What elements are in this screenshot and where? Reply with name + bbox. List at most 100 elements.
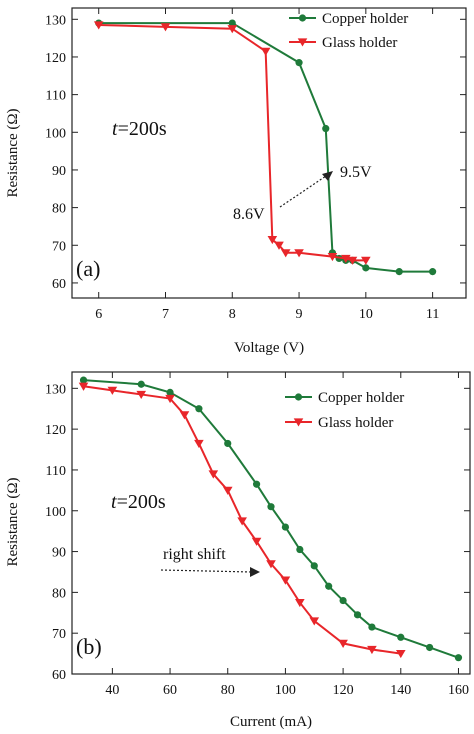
panel-a-series-copper-point — [362, 264, 370, 272]
panel-b-series-copper-point — [310, 562, 318, 570]
panel-a-label: (a) — [76, 256, 100, 281]
panel-a-label-9-5v: 9.5V — [340, 164, 372, 181]
panel-b-series-glass-point — [367, 645, 377, 655]
panel-b-series-copper-point — [339, 596, 347, 605]
panel-a-series-copper-point — [429, 268, 437, 276]
panel-a-plot-frame — [71, 7, 467, 299]
panel-b-series-glass-point — [165, 394, 175, 404]
panel-b-series-glass-point — [251, 537, 262, 546]
panel-b-x-tick-label: 80 — [221, 683, 235, 698]
panel-a-series-copper-point — [322, 124, 330, 133]
panel-b-legend-copper-label: Copper holder — [318, 390, 404, 406]
panel-a-legend-glass-marker — [297, 38, 308, 47]
panel-a-series-copper-point — [228, 19, 236, 27]
panel-a-x-tick-label: 11 — [426, 307, 439, 322]
panel-b-x-tick-label: 60 — [163, 683, 177, 698]
panel-b-label: (b) — [76, 634, 102, 659]
panel-a-series-glass-point — [347, 256, 358, 265]
panel-b-series-copper-point — [252, 480, 261, 488]
panel-b-series-glass-point — [266, 560, 276, 569]
panel-b-series-glass-point — [237, 517, 247, 526]
panel-b-series-copper-point — [79, 376, 88, 384]
panel-b-legend-glass-marker — [293, 418, 304, 427]
panel-b-time-rest: =200s — [117, 491, 166, 513]
panel-b-time-italic: t — [111, 491, 117, 513]
panel-b-y-tick-label: 80 — [52, 586, 66, 601]
panel-b-legend: Copper holder Glass holder — [285, 390, 404, 431]
panel-a-y-tick-label: 90 — [52, 164, 66, 179]
panel-b-y-tick-label: 110 — [46, 464, 66, 479]
panel-a-series-glass-point — [227, 25, 238, 34]
panel-b-series-glass-point — [280, 576, 291, 585]
panel-b-legend-copper-marker — [294, 393, 303, 401]
panel-a-x-tick-label: 6 — [95, 307, 102, 322]
panel-a-y-tick-label: 130 — [45, 13, 66, 28]
panel-b-series-copper-point — [224, 439, 232, 448]
panel-a-x-axis-label: Voltage (V) — [234, 340, 304, 356]
panel-b-series-copper-point — [368, 623, 376, 631]
panel-b-series — [78, 376, 463, 662]
panel-a-series-glass-point — [267, 236, 278, 245]
panel-b-series-glass-point — [136, 390, 147, 400]
panel-b-series-copper-point — [195, 405, 203, 413]
panel-a-y-tick-label: 120 — [45, 51, 66, 66]
panel-a-series-glass-point — [274, 241, 284, 250]
panel-b-series-copper-point — [454, 654, 463, 662]
panel-b-series-copper-point — [397, 633, 405, 641]
panel-b-legend-glass-label: Glass holder — [318, 415, 393, 431]
panel-a-series-glass-point — [327, 252, 338, 262]
panel-b-x-tick-label: 40 — [105, 683, 119, 698]
panel-b-x-tick-label: 160 — [448, 683, 469, 698]
panel-a-legend-glass-label: Glass holder — [322, 35, 397, 51]
panel-b-series-glass-point — [222, 486, 233, 495]
panel-a-series-glass-point — [260, 47, 271, 56]
panel-b-series-copper-point — [325, 582, 333, 590]
panel-b-plot-frame — [71, 371, 471, 675]
panel-a-legend-copper-marker — [298, 14, 307, 22]
panel-a-series-glass-point — [280, 249, 291, 258]
panel-b-series-glass-point — [338, 639, 348, 648]
panel-b-y-tick-label: 120 — [45, 423, 66, 438]
panel-a-y-tick-label: 60 — [52, 277, 66, 292]
panel-b-series-glass-point — [309, 617, 320, 626]
panel-b-series-copper-line — [83, 379, 459, 659]
panel-a-y-tick-label: 100 — [45, 126, 66, 141]
panel-b-y-tick-label: 100 — [45, 505, 66, 520]
panel-b-x-tick-label: 140 — [390, 683, 411, 698]
panel-b-series-glass-point — [295, 598, 305, 608]
panel-b-x-axis-label: Current (mA) — [230, 714, 312, 730]
panel-b-arrowhead — [250, 567, 260, 577]
panel-b-ticks: 40 60 80 100 120 140 160 60 70 80 90 100 110 120 130 — [45, 372, 470, 698]
panel-b-series-glass-point — [194, 439, 204, 448]
panel-b-series-copper-point — [281, 523, 290, 531]
panel-a-label-8-6v: 8.6V — [233, 206, 265, 223]
panel-a-time-label: t=200s — [112, 118, 167, 140]
panel-a-series-copper-point — [395, 268, 403, 276]
panel-a-series — [93, 19, 437, 276]
panel-a-time-rest: =200s — [118, 118, 167, 140]
panel-a-y-tick-label: 80 — [52, 202, 66, 217]
panel-a-series-glass-point — [361, 256, 371, 265]
panel-b-dotted-arrow — [160, 569, 253, 573]
panel-a-x-tick-label: 8 — [229, 307, 236, 322]
panel-b-series-glass-point — [107, 386, 118, 395]
panel-b-y-tick-label: 60 — [52, 668, 66, 683]
panel-a-y-axis-label: Resistance (Ω) — [5, 108, 21, 197]
panel-a-x-tick-label: 10 — [359, 307, 373, 322]
panel-b-series-copper-point — [296, 545, 304, 554]
panel-a-series-glass-point — [160, 23, 171, 32]
panel-b-y-tick-label: 90 — [52, 546, 66, 561]
panel-b-series-copper-point — [267, 503, 275, 511]
panel-a-y-tick-label: 110 — [46, 89, 66, 104]
panel-b-series-copper-point — [353, 611, 362, 619]
panel-b-series-copper-point — [137, 380, 145, 388]
panel-b-series-glass-point — [179, 411, 190, 420]
panel-b-y-tick-label: 70 — [52, 627, 66, 642]
panel-a-series-copper-point — [295, 59, 303, 67]
panel-b-x-tick-label: 120 — [333, 683, 354, 698]
panel-b-x-tick-label: 100 — [275, 683, 296, 698]
panel-b-time-label: t=200s — [111, 491, 166, 513]
panel-b-y-tick-label: 130 — [45, 382, 66, 397]
panel-a-x-tick-label: 7 — [162, 307, 169, 322]
